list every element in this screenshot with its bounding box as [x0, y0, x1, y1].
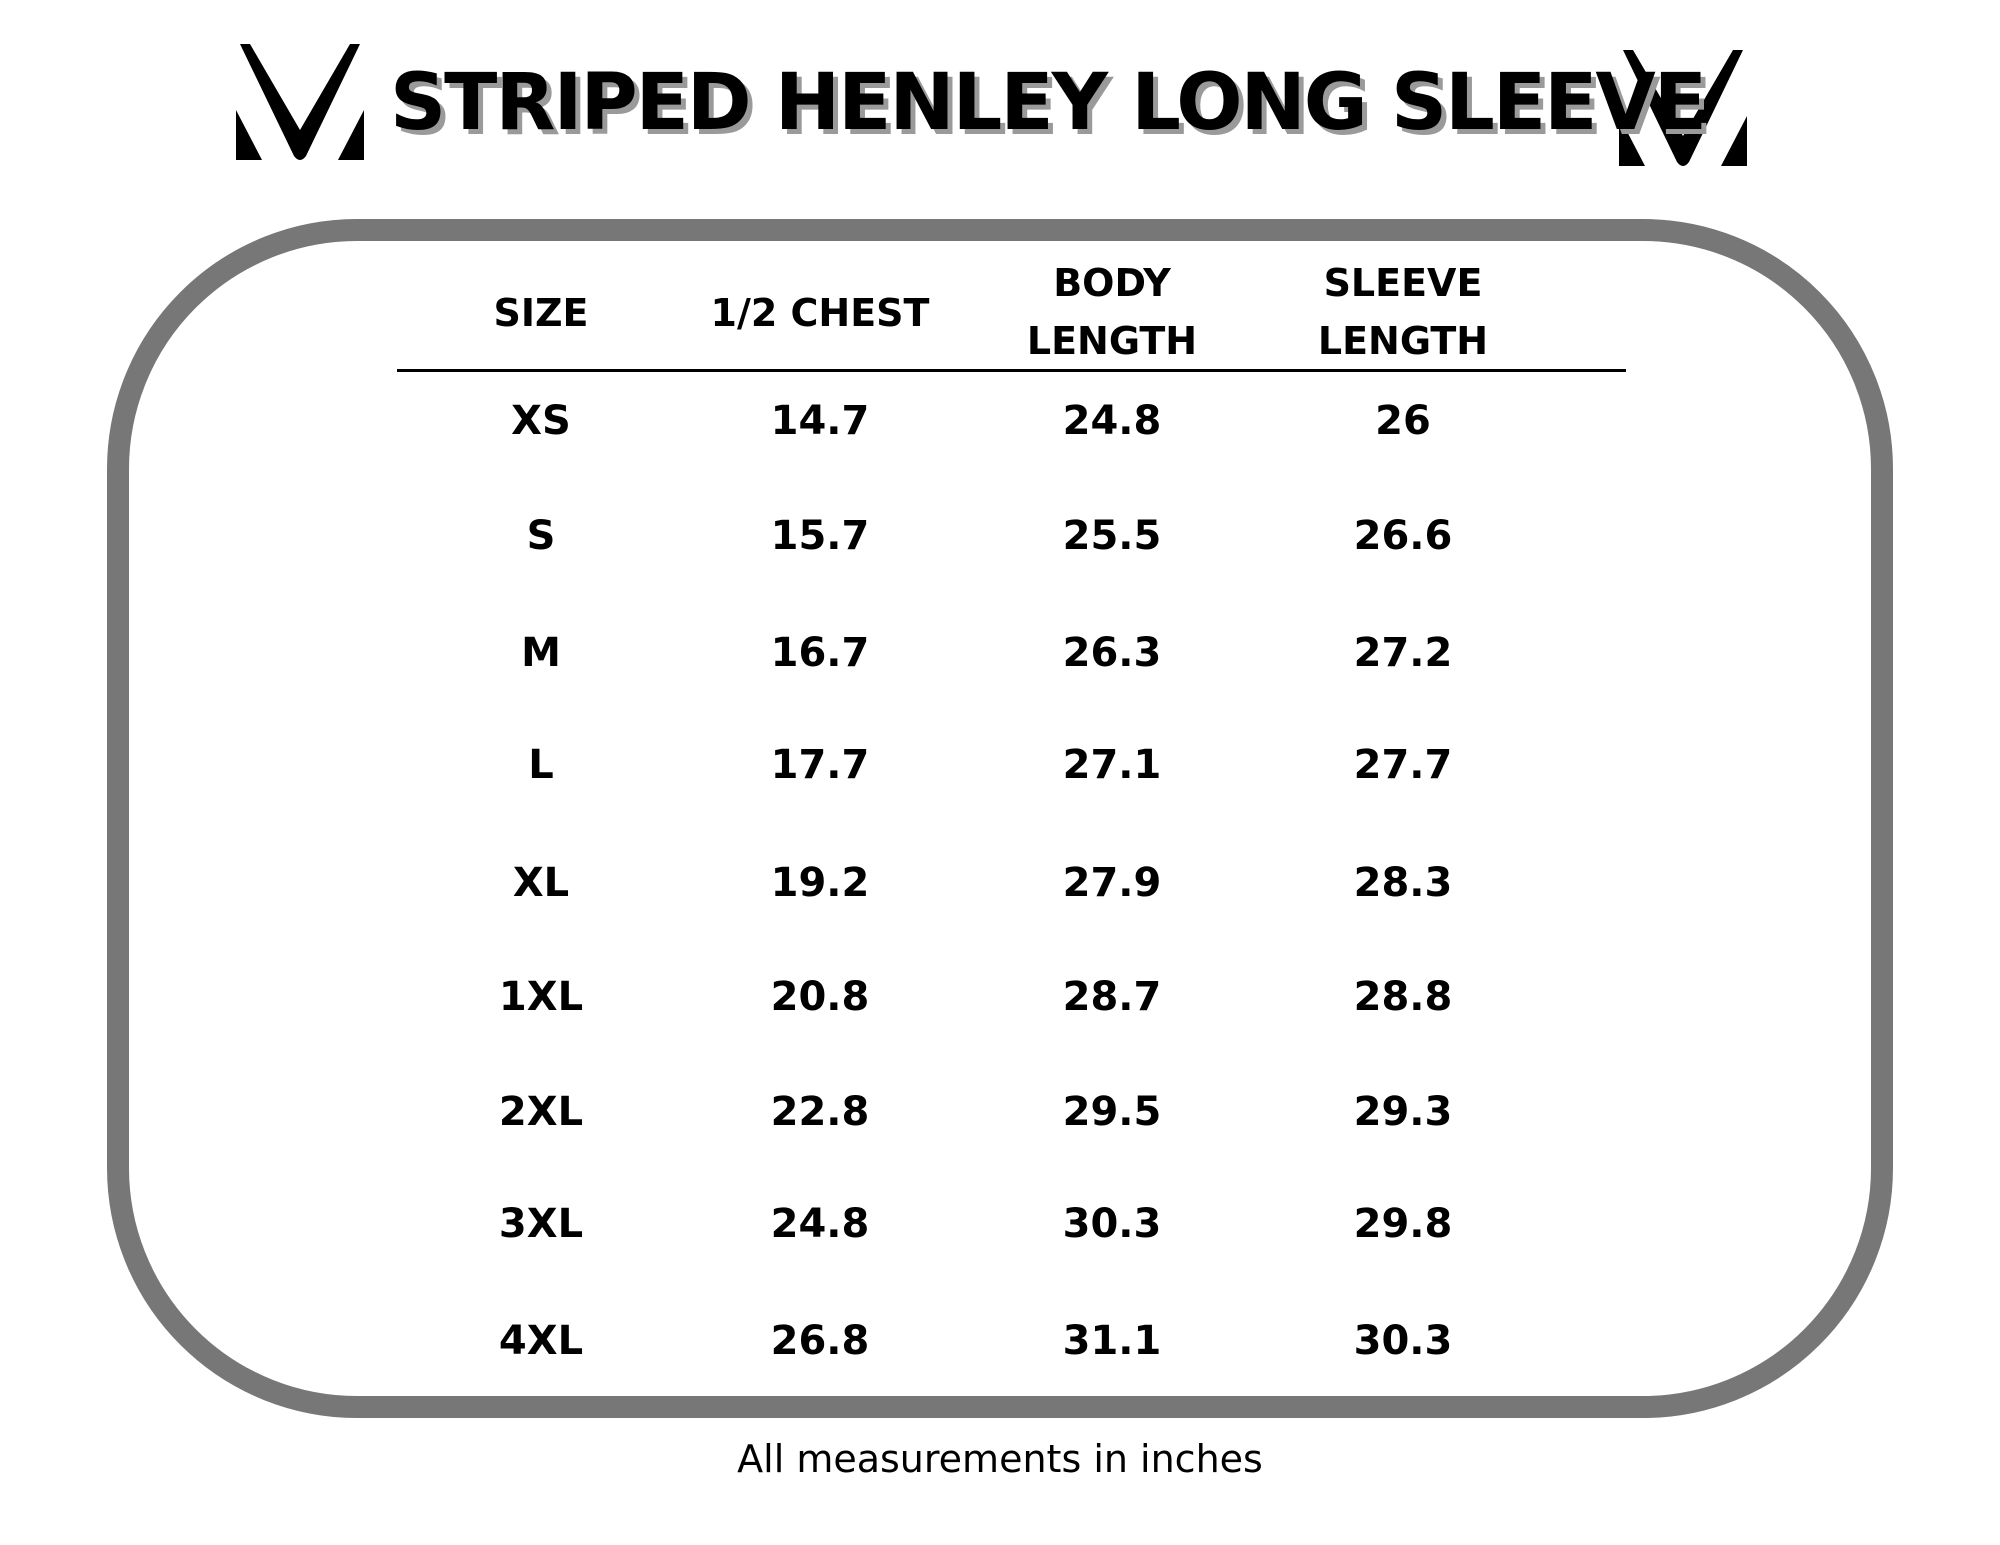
size-cell: XL	[512, 860, 570, 906]
measurement-cell: 17.7	[770, 742, 870, 788]
size-chart-frame	[107, 219, 1893, 1418]
measurement-cell: 19.2	[770, 860, 870, 906]
measurement-cell: 26.3	[1062, 630, 1162, 676]
size-cell: 1XL	[498, 974, 584, 1020]
measurement-cell: 15.7	[770, 513, 870, 559]
page-title: STRIPED HENLEY LONG SLEEVE	[390, 58, 1707, 148]
measurement-cell: 25.5	[1062, 513, 1162, 559]
measurement-cell: 28.3	[1353, 860, 1453, 906]
v-monogram-logo-icon	[1619, 50, 1747, 166]
measurement-cell: 22.8	[770, 1089, 870, 1135]
size-cell: M	[521, 630, 561, 676]
measurement-cell: 28.8	[1353, 974, 1453, 1020]
measurement-cell: 26	[1375, 398, 1431, 444]
column-header-line: BODY	[1053, 261, 1171, 305]
measurement-cell: 29.5	[1062, 1089, 1162, 1135]
measurement-cell: 26.8	[770, 1318, 870, 1364]
column-header: 1/2 CHEST	[660, 284, 980, 342]
size-cell: 3XL	[498, 1201, 584, 1247]
measurement-cell: 31.1	[1062, 1318, 1162, 1364]
column-header: SIZE	[381, 284, 701, 342]
column-header-line: LENGTH	[1317, 319, 1489, 363]
size-cell: L	[528, 742, 554, 788]
size-cell: XS	[511, 398, 571, 444]
measurement-cell: 29.8	[1353, 1201, 1453, 1247]
size-cell: S	[526, 513, 556, 559]
measurement-cell: 27.2	[1353, 630, 1453, 676]
column-header: SLEEVE LENGTH	[1243, 254, 1563, 370]
measurement-cell: 28.7	[1062, 974, 1162, 1020]
header-divider	[397, 369, 1626, 372]
v-monogram-logo-icon	[236, 44, 364, 160]
measurement-cell: 16.7	[770, 630, 870, 676]
size-cell: 4XL	[498, 1318, 584, 1364]
measurement-cell: 24.8	[1062, 398, 1162, 444]
measurement-cell: 27.1	[1062, 742, 1162, 788]
measurement-cell: 29.3	[1353, 1089, 1453, 1135]
measurement-cell: 24.8	[770, 1201, 870, 1247]
column-header-line: SIZE	[493, 291, 589, 335]
column-header: BODY LENGTH	[952, 254, 1272, 370]
size-cell: 2XL	[498, 1089, 584, 1135]
column-header-line: SLEEVE	[1323, 261, 1483, 305]
column-header-line: LENGTH	[1026, 319, 1198, 363]
measurement-cell: 30.3	[1353, 1318, 1453, 1364]
measurement-cell: 14.7	[770, 398, 870, 444]
measurement-cell: 30.3	[1062, 1201, 1162, 1247]
column-header-line: 1/2 CHEST	[710, 291, 930, 335]
measurement-cell: 27.9	[1062, 860, 1162, 906]
measurement-cell: 27.7	[1353, 742, 1453, 788]
footer-note: All measurements in inches	[737, 1437, 1263, 1481]
measurement-cell: 20.8	[770, 974, 870, 1020]
measurement-cell: 26.6	[1353, 513, 1453, 559]
